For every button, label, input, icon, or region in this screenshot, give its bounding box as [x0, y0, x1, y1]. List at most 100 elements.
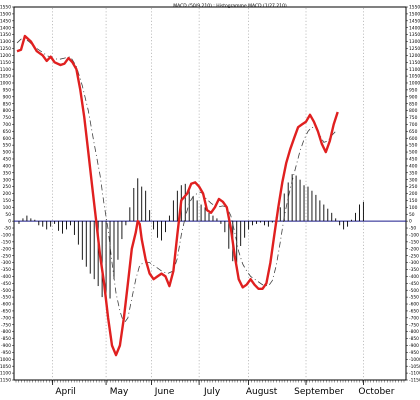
y-tick-label-left: 1000 — [0, 81, 11, 87]
y-tick-label-left: 900 — [3, 94, 12, 100]
y-tick-label-right: -100 — [409, 233, 419, 239]
y-tick-label-right: -1000 — [409, 357, 420, 363]
y-tick-label-right: 800 — [409, 108, 418, 114]
y-tick-label-right: 550 — [409, 143, 418, 149]
y-tick-label-left: -650 — [1, 309, 11, 315]
y-tick-label-right: -850 — [409, 336, 419, 342]
y-tick-label-right: -400 — [409, 274, 419, 280]
y-tick-label-left: 0 — [8, 219, 11, 225]
y-tick-label-left: 750 — [3, 115, 12, 121]
y-tick-label-right: 50 — [409, 212, 415, 218]
y-tick-label-right: -950 — [409, 350, 419, 356]
y-tick-label-right: 1400 — [409, 25, 420, 31]
y-tick-label-left: -850 — [1, 336, 11, 342]
y-tick-label-right: 1500 — [409, 12, 420, 18]
y-tick-label-right: 1000 — [409, 81, 420, 87]
y-tick-label-left: 650 — [3, 129, 12, 135]
y-tick-label-left: -1150 — [0, 378, 11, 384]
y-tick-label-left: -1050 — [0, 364, 11, 370]
y-tick-label-right: 950 — [409, 87, 418, 93]
y-tick-label-left: -950 — [1, 350, 11, 356]
y-tick-label-right: 1550 — [409, 5, 420, 11]
y-tick-label-left: -400 — [1, 274, 11, 280]
y-tick-label-left: 100 — [3, 205, 12, 211]
y-tick-label-right: 1050 — [409, 74, 420, 80]
y-tick-label-left: 1550 — [0, 5, 11, 11]
y-tick-label-left: -750 — [1, 322, 11, 328]
y-tick-label-left: -700 — [1, 315, 11, 321]
y-tick-label-left: 1500 — [0, 12, 11, 18]
y-tick-label-left: -600 — [1, 302, 11, 308]
x-tick-label: September — [294, 387, 344, 397]
x-tick-label: July — [203, 387, 221, 397]
y-tick-label-right: -600 — [409, 302, 419, 308]
macd-line — [16, 34, 339, 357]
y-tick-label-left: 950 — [3, 87, 12, 93]
y-tick-label-left: 1250 — [0, 46, 11, 52]
y-tick-label-left: -800 — [1, 329, 11, 335]
y-tick-label-left: -350 — [1, 267, 11, 273]
y-tick-label-right: 250 — [409, 184, 418, 190]
y-tick-label-left: -1000 — [0, 357, 11, 363]
y-tick-label-right: 650 — [409, 129, 418, 135]
y-tick-label-left: 1150 — [0, 60, 11, 66]
y-tick-label-left: -900 — [1, 343, 11, 349]
y-tick-label-right: -50 — [409, 226, 416, 232]
y-tick-label-left: 500 — [3, 150, 12, 156]
y-tick-label-left: -250 — [1, 253, 11, 259]
y-tick-label-right: -1050 — [409, 364, 420, 370]
y-tick-label-left: -450 — [1, 281, 11, 287]
y-tick-label-left: 1450 — [0, 18, 11, 24]
y-tick-label-left: 1350 — [0, 32, 11, 38]
y-axis-right: 1550150014501400135013001250120011501100… — [406, 5, 420, 384]
y-tick-label-right: 1150 — [409, 60, 420, 66]
y-tick-label-right: -650 — [409, 309, 419, 315]
x-tick-label: June — [154, 387, 175, 397]
y-tick-label-right: 500 — [409, 150, 418, 156]
y-tick-label-right: 200 — [409, 191, 418, 197]
y-tick-label-left: 1050 — [0, 74, 11, 80]
y-tick-label-right: -200 — [409, 246, 419, 252]
y-tick-label-right: -700 — [409, 315, 419, 321]
y-tick-label-left: 1100 — [0, 67, 11, 73]
x-tick-label: August — [246, 387, 278, 397]
y-tick-label-left: 600 — [3, 136, 12, 142]
y-tick-label-right: -300 — [409, 260, 419, 266]
y-tick-label-left: 1200 — [0, 53, 11, 59]
y-tick-label-right: 350 — [409, 170, 418, 176]
y-tick-label-left: 250 — [3, 184, 12, 190]
y-tick-label-right: -1100 — [409, 371, 420, 377]
y-tick-label-left: 350 — [3, 170, 12, 176]
y-tick-label-right: -550 — [409, 295, 419, 301]
y-tick-label-right: 850 — [409, 101, 418, 107]
y-tick-label-left: 550 — [3, 143, 12, 149]
y-tick-label-right: 1350 — [409, 32, 420, 38]
y-tick-label-right: 1200 — [409, 53, 420, 59]
y-tick-label-right: 900 — [409, 94, 418, 100]
y-tick-label-left: 1300 — [0, 39, 11, 45]
y-tick-label-left: 800 — [3, 108, 12, 114]
y-tick-label-right: 300 — [409, 177, 418, 183]
y-tick-label-right: 0 — [409, 219, 412, 225]
y-tick-label-left: -50 — [4, 226, 11, 232]
y-tick-label-right: 1250 — [409, 46, 420, 52]
y-tick-label-left: 400 — [3, 163, 12, 169]
x-axis: April May June July August September October — [15, 380, 405, 397]
y-tick-label-right: 450 — [409, 157, 418, 163]
y-tick-label-right: -250 — [409, 253, 419, 259]
y-tick-label-right: 600 — [409, 136, 418, 142]
y-tick-label-left: 50 — [5, 212, 11, 218]
y-tick-label-right: 400 — [409, 163, 418, 169]
y-tick-label-right: 700 — [409, 122, 418, 128]
y-tick-label-left: 200 — [3, 191, 12, 197]
y-tick-label-right: -150 — [409, 239, 419, 245]
x-tick-label: May — [110, 387, 129, 397]
macd-histogram — [18, 174, 364, 305]
y-tick-label-right: -1150 — [409, 378, 420, 384]
y-tick-label-right: -450 — [409, 281, 419, 287]
y-tick-label-left: 150 — [3, 198, 12, 204]
chart-title: MACD (50/9,210) ; Histogramme MACD (1/27… — [173, 3, 287, 9]
y-tick-label-right: 1100 — [409, 67, 420, 73]
